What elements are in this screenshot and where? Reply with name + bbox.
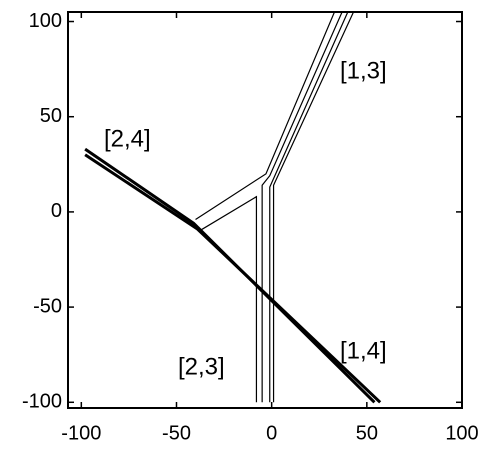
- curve: [269, 12, 349, 403]
- curve: [195, 12, 336, 221]
- annotation: [2,3]: [178, 353, 225, 380]
- x-tick-label: 100: [445, 422, 478, 444]
- x-tick-label: 50: [356, 422, 378, 444]
- plot-frame: [67, 11, 463, 409]
- y-tick-label: 100: [29, 10, 62, 32]
- curve: [261, 12, 343, 403]
- x-tick-label: -100: [61, 422, 101, 444]
- x-tick-label: 0: [266, 422, 277, 444]
- curve: [199, 195, 258, 403]
- y-tick-label: 50: [40, 105, 62, 127]
- x-tick-label: -50: [162, 422, 191, 444]
- curve: [84, 153, 382, 404]
- y-tick-label: 0: [51, 200, 62, 222]
- curve: [84, 147, 376, 404]
- annotation: [1,3]: [340, 57, 387, 84]
- annotation: [2,4]: [104, 125, 151, 152]
- annotation: [1,4]: [340, 337, 387, 364]
- curve: [272, 12, 355, 403]
- y-tick-label: -100: [22, 391, 62, 413]
- y-tick-label: -50: [33, 295, 62, 317]
